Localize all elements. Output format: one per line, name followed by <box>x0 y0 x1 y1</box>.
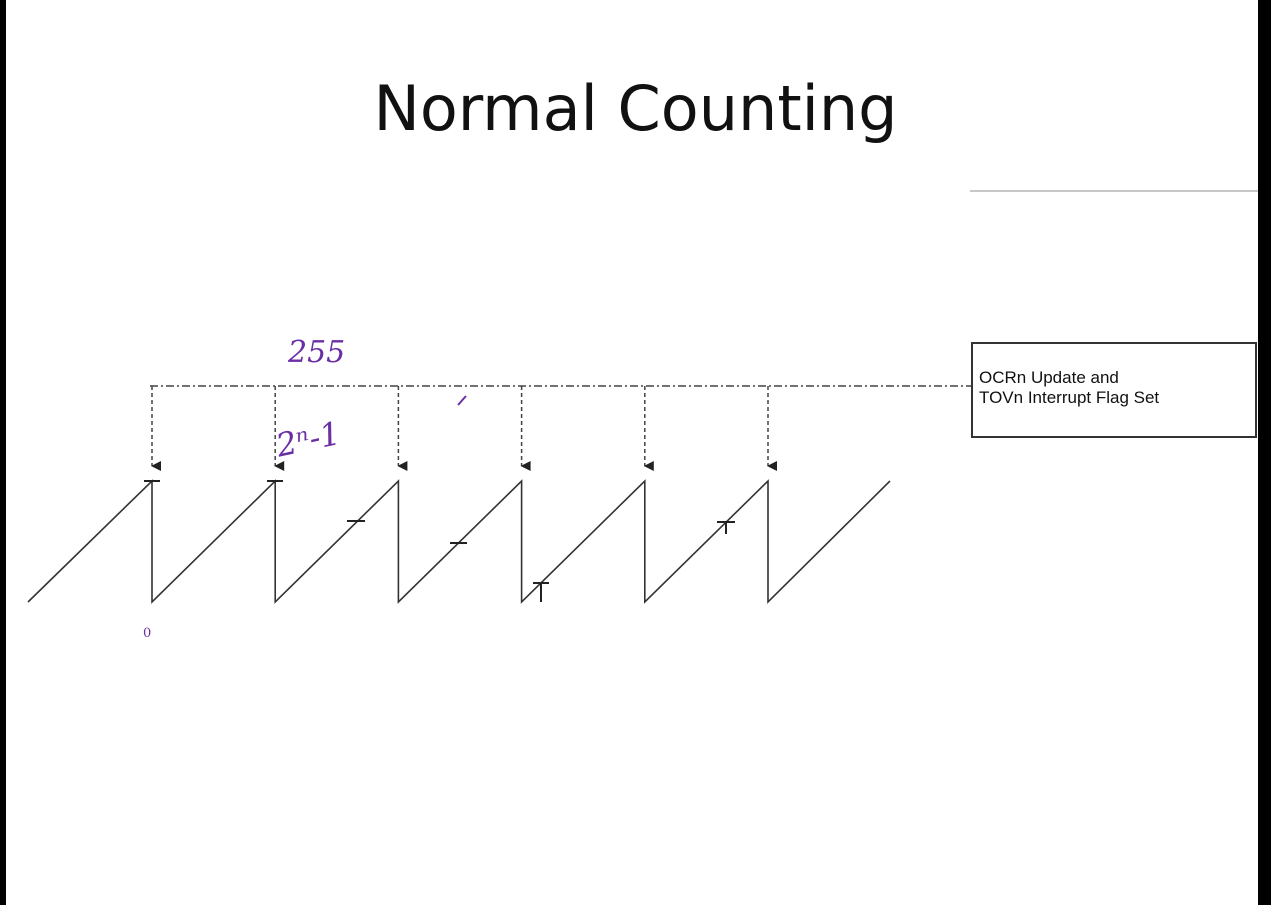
handwritten-255: 255 <box>287 335 345 370</box>
slide-title: Normal Counting <box>373 72 898 145</box>
handwritten-stroke <box>457 395 467 406</box>
handwritten-formula: 2ⁿ-1 <box>272 414 344 465</box>
handwritten-zero: 0 <box>143 626 151 641</box>
callout-line-1: OCRn Update and <box>979 368 1119 387</box>
overflow-arrows <box>151 386 777 471</box>
slide-canvas <box>6 0 1258 905</box>
callout-box: OCRn Update and TOVn Interrupt Flag Set <box>971 342 1257 438</box>
counter-sawtooth-waveform <box>27 479 891 604</box>
callout-line-2: TOVn Interrupt Flag Set <box>979 388 1160 408</box>
